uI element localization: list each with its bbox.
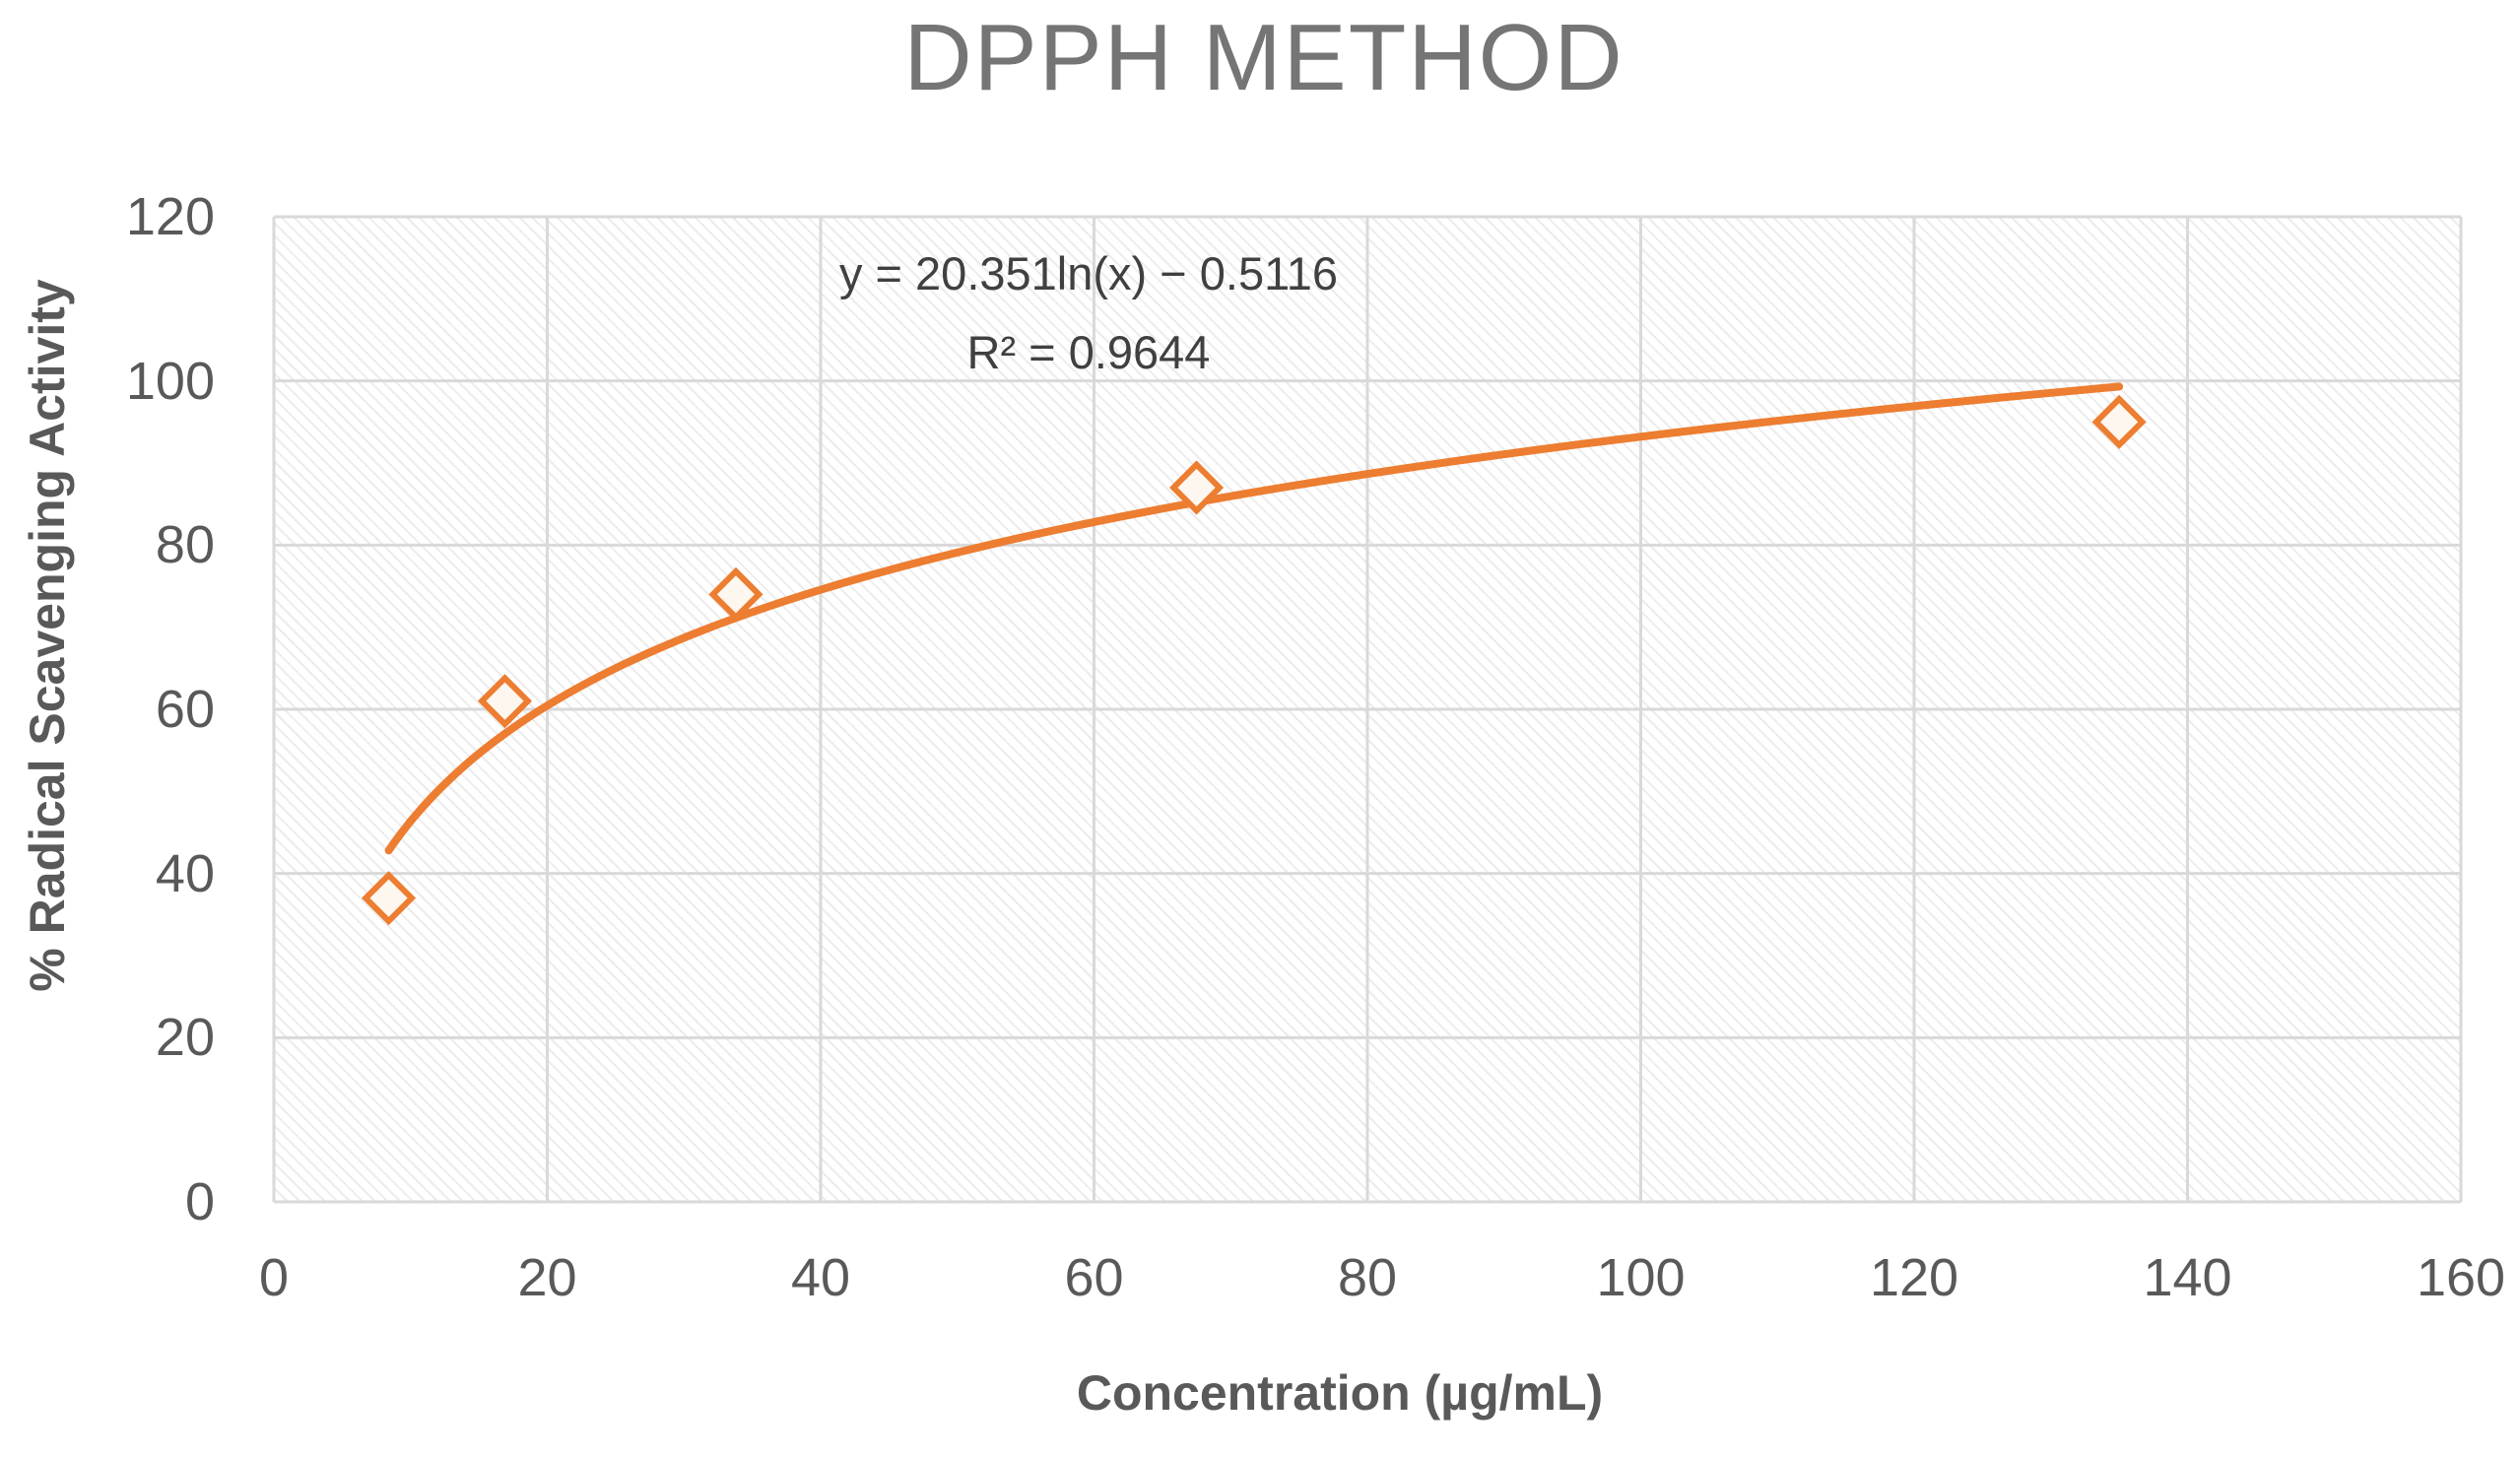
trendline-equation: y = 20.351ln(x) − 0.5116: [838, 247, 1339, 299]
y-tick-label: 0: [184, 1172, 215, 1231]
data-point-marker: [708, 566, 763, 622]
trendline-r-squared: R² = 0.9644: [966, 326, 1211, 378]
trendline-label: y = 20.351ln(x) − 0.5116 R² = 0.9644: [839, 234, 1338, 392]
data-point-marker: [2091, 394, 2147, 449]
gridlines: [272, 215, 2463, 1204]
data-point-marker: [361, 871, 417, 926]
x-tick-label: 60: [1064, 1248, 1124, 1307]
y-tick-label: 40: [155, 843, 215, 903]
data-point-marker: [1168, 460, 1225, 515]
x-tick-label: 160: [2416, 1248, 2506, 1307]
y-tick-label: 80: [155, 515, 215, 575]
x-tick-label: 120: [1869, 1248, 1959, 1307]
y-tick-label: 120: [125, 187, 215, 246]
x-tick-label: 0: [258, 1248, 290, 1307]
y-tick-label: 60: [155, 680, 215, 739]
x-tick-label: 140: [2143, 1248, 2232, 1307]
x-tick-label: 40: [790, 1248, 851, 1307]
x-tick-label: 20: [517, 1248, 577, 1307]
x-tick-label: 100: [1596, 1248, 1686, 1307]
y-tick-label: 20: [155, 1008, 215, 1068]
x-axis-title: Concentration (µg/mL): [1076, 1365, 1604, 1421]
trendline-curve: [384, 382, 2124, 855]
data-points: [361, 394, 2147, 926]
chart-title: DPPH METHOD: [903, 5, 1625, 110]
data-point-marker: [477, 674, 533, 729]
x-tick-label: 80: [1337, 1248, 1398, 1307]
y-tick-label: 100: [125, 351, 215, 411]
